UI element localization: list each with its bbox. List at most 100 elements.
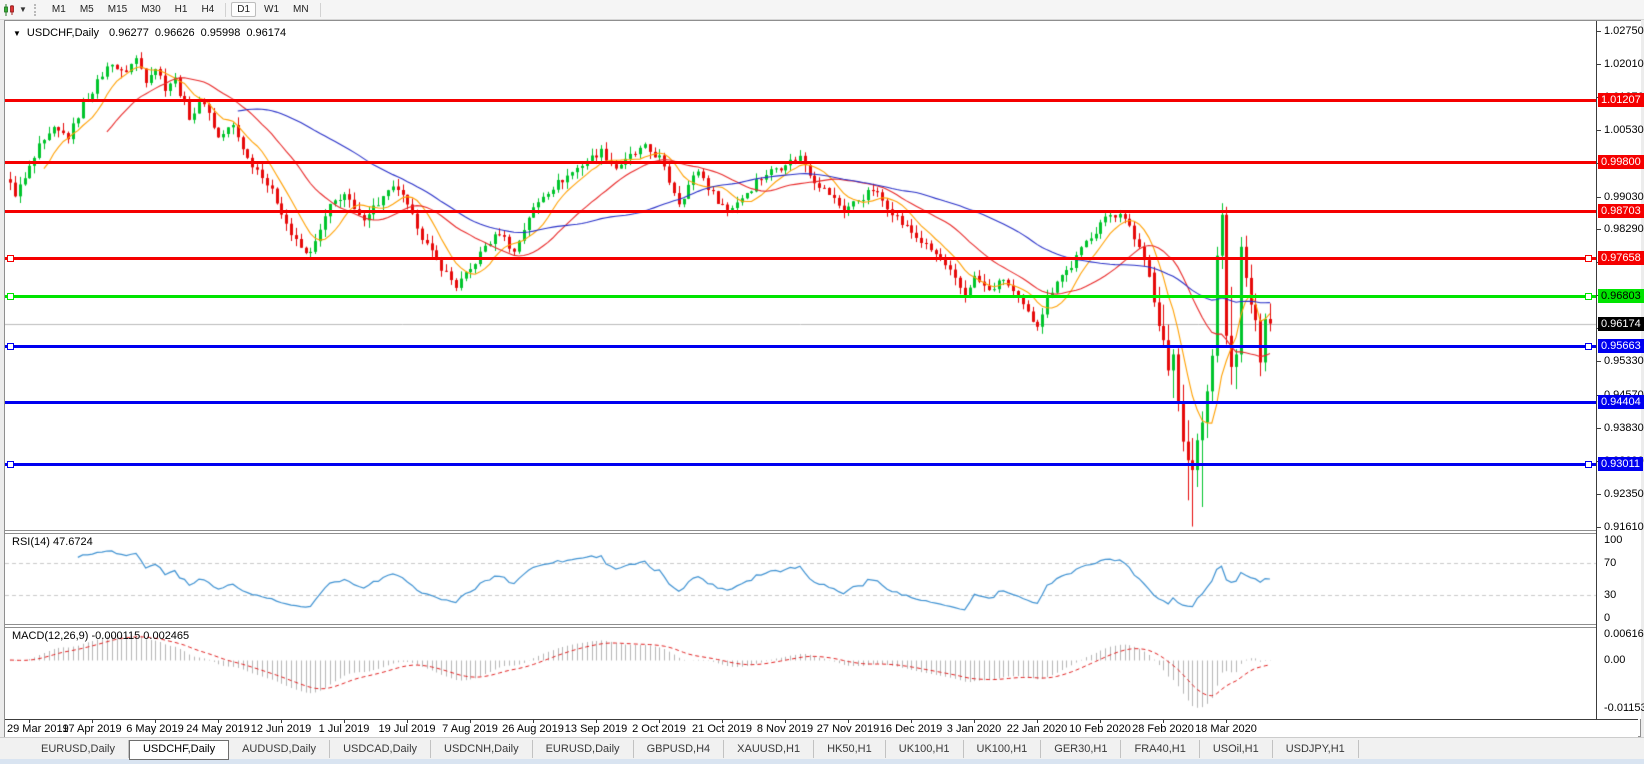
macd-indicator-label: MACD(12,26,9) -0.000115 0.002465 bbox=[12, 630, 189, 642]
rsi-value: 47.6724 bbox=[52, 536, 93, 548]
date-tick bbox=[722, 720, 723, 723]
chart-symbol-label: USDCHF,Daily bbox=[26, 27, 100, 39]
rsi-name: RSI(14) bbox=[12, 536, 50, 548]
timeframe-mn-button[interactable]: MN bbox=[293, 4, 309, 15]
date-label: 17 Apr 2019 bbox=[62, 723, 122, 735]
rsi-axis-label: 0 bbox=[1604, 612, 1611, 624]
date-label: 28 Feb 2020 bbox=[1132, 723, 1194, 735]
candlestick-chart-icon-glyph bbox=[4, 3, 14, 16]
tab-uk100-h1[interactable]: UK100,H1 bbox=[886, 740, 964, 758]
tab-xauusd-h1[interactable]: XAUUSD,H1 bbox=[724, 740, 815, 758]
panel-separator[interactable] bbox=[5, 624, 1638, 628]
date-tick bbox=[155, 720, 156, 723]
tab-eurusd-daily[interactable]: EURUSD,Daily bbox=[28, 740, 129, 758]
tab-usdchf-daily[interactable]: USDCHF,Daily bbox=[128, 740, 230, 760]
price-tick bbox=[1597, 229, 1601, 230]
timeframe-h4-button[interactable]: H4 bbox=[201, 4, 215, 15]
price-tick bbox=[1597, 494, 1601, 495]
macd-main-value: -0.000115 bbox=[91, 630, 141, 642]
hline-handle-0.96803[interactable] bbox=[7, 293, 14, 300]
timeframe-w1-button[interactable]: W1 bbox=[264, 4, 280, 15]
timeframe-toolbar: ▼ M1 M5 M15 M30 H1 H4 D1 W1 MN bbox=[0, 0, 1644, 20]
hline-handle-0.95663[interactable] bbox=[7, 343, 14, 350]
tab-hk50-h1[interactable]: HK50,H1 bbox=[814, 740, 886, 758]
price-badge-0.93011: 0.93011 bbox=[1598, 457, 1643, 471]
hline-0.96803[interactable] bbox=[5, 295, 1596, 298]
tab-usdcad-daily[interactable]: USDCAD,Daily bbox=[330, 740, 432, 758]
hline-0.93011[interactable] bbox=[5, 463, 1596, 466]
candlestick-chart-icon[interactable] bbox=[3, 3, 17, 17]
tab-usdcnh-daily[interactable]: USDCNH,Daily bbox=[431, 740, 533, 758]
price-axis[interactable]: 1.027501.020101.012701.005300.997900.990… bbox=[1596, 21, 1644, 719]
hline-handle-0.93011[interactable] bbox=[7, 461, 14, 468]
price-label: 0.98290 bbox=[1604, 223, 1644, 235]
timeframe-m5-button[interactable]: M5 bbox=[79, 4, 94, 15]
collapse-arrow-icon[interactable]: ▼ bbox=[13, 28, 21, 38]
date-label: 16 Dec 2019 bbox=[879, 723, 943, 735]
price-label: 0.92350 bbox=[1604, 488, 1644, 500]
hline-0.98703[interactable] bbox=[5, 210, 1596, 213]
price-label: 0.91610 bbox=[1604, 521, 1644, 533]
rsi-axis-label: 70 bbox=[1604, 557, 1617, 569]
date-label: 7 Aug 2019 bbox=[442, 723, 498, 735]
chart-canvas[interactable] bbox=[5, 21, 1596, 719]
chart-window: ▼ USDCHF,Daily 0.96277 0.96626 0.95998 0… bbox=[4, 20, 1644, 737]
hline-handle-0.97658[interactable] bbox=[7, 255, 14, 262]
date-label: 1 Jul 2019 bbox=[318, 723, 370, 735]
tab-gbpusd-h4[interactable]: GBPUSD,H4 bbox=[634, 740, 725, 758]
price-badge-1.01207: 1.01207 bbox=[1598, 93, 1644, 107]
panel-separator[interactable] bbox=[5, 530, 1638, 534]
ohlc-open: 0.96277 bbox=[109, 27, 149, 39]
price-tick bbox=[1597, 130, 1601, 131]
date-label: 3 Jan 2020 bbox=[946, 723, 1002, 735]
hline-0.94404[interactable] bbox=[5, 401, 1596, 404]
date-label: 19 Jul 2019 bbox=[378, 723, 436, 735]
date-tick bbox=[785, 720, 786, 723]
date-tick bbox=[659, 720, 660, 723]
current-price-badge: 0.96174 bbox=[1598, 317, 1644, 331]
chart-type-dropdown-arrow-icon[interactable]: ▼ bbox=[19, 5, 27, 14]
tab-audusd-daily[interactable]: AUDUSD,Daily bbox=[229, 740, 331, 758]
tab-usdjpy-h1[interactable]: USDJPY,H1 bbox=[1273, 740, 1359, 758]
ohlc-high: 0.96626 bbox=[154, 27, 195, 39]
price-badge-0.94404: 0.94404 bbox=[1598, 395, 1644, 409]
price-badge-0.95663: 0.95663 bbox=[1598, 339, 1644, 353]
price-label: 0.95330 bbox=[1604, 355, 1644, 367]
price-badge-0.99800: 0.99800 bbox=[1598, 155, 1644, 169]
tab-fra40-h1[interactable]: FRA40,H1 bbox=[1121, 740, 1200, 758]
timeframe-m15-button[interactable]: M15 bbox=[107, 4, 128, 15]
rsi-axis-label: 100 bbox=[1604, 534, 1623, 546]
timeframe-d1-button[interactable]: D1 bbox=[231, 2, 257, 17]
tab-eurusd-daily[interactable]: EURUSD,Daily bbox=[533, 740, 634, 758]
timeframe-m30-button[interactable]: M30 bbox=[141, 4, 161, 15]
hline-0.99800[interactable] bbox=[5, 161, 1596, 164]
hline-0.95663[interactable] bbox=[5, 345, 1596, 348]
price-label: 0.93830 bbox=[1604, 422, 1644, 434]
hline-handle-0.96803[interactable] bbox=[1585, 293, 1592, 300]
tab-uk100-h1[interactable]: UK100,H1 bbox=[964, 740, 1042, 758]
date-label: 24 May 2019 bbox=[186, 723, 250, 735]
timeframe-h1-button[interactable]: H1 bbox=[174, 4, 188, 15]
timeframe-m1-button[interactable]: M1 bbox=[51, 4, 66, 15]
date-tick bbox=[533, 720, 534, 723]
tab-ger30-h1[interactable]: GER30,H1 bbox=[1041, 740, 1122, 758]
toolbar-separator bbox=[319, 2, 321, 17]
tab-usoil-h1[interactable]: USOil,H1 bbox=[1200, 740, 1273, 758]
price-tick bbox=[1597, 428, 1601, 429]
toolbar-separator bbox=[225, 2, 227, 17]
hline-handle-0.97658[interactable] bbox=[1585, 255, 1592, 262]
hline-handle-0.95663[interactable] bbox=[1585, 343, 1592, 350]
toolbar-gripper[interactable] bbox=[33, 3, 39, 16]
price-tick bbox=[1597, 31, 1601, 32]
hline-handle-0.93011[interactable] bbox=[1585, 461, 1592, 468]
timeframe-buttons: M1 M5 M15 M30 H1 H4 D1 W1 MN bbox=[45, 2, 325, 17]
macd-axis-label: 0.00 bbox=[1604, 654, 1626, 666]
date-label: 26 Aug 2019 bbox=[502, 723, 564, 735]
date-label: 22 Jan 2020 bbox=[1006, 723, 1068, 735]
time-axis[interactable]: 29 Mar 2019 17 Apr 2019 6 May 2019 24 May 2… bbox=[5, 719, 1638, 737]
hline-1.01207[interactable] bbox=[5, 99, 1596, 102]
date-tick bbox=[1226, 720, 1227, 723]
date-label: 12 Jun 2019 bbox=[250, 723, 312, 735]
hline-0.97658[interactable] bbox=[5, 257, 1596, 260]
